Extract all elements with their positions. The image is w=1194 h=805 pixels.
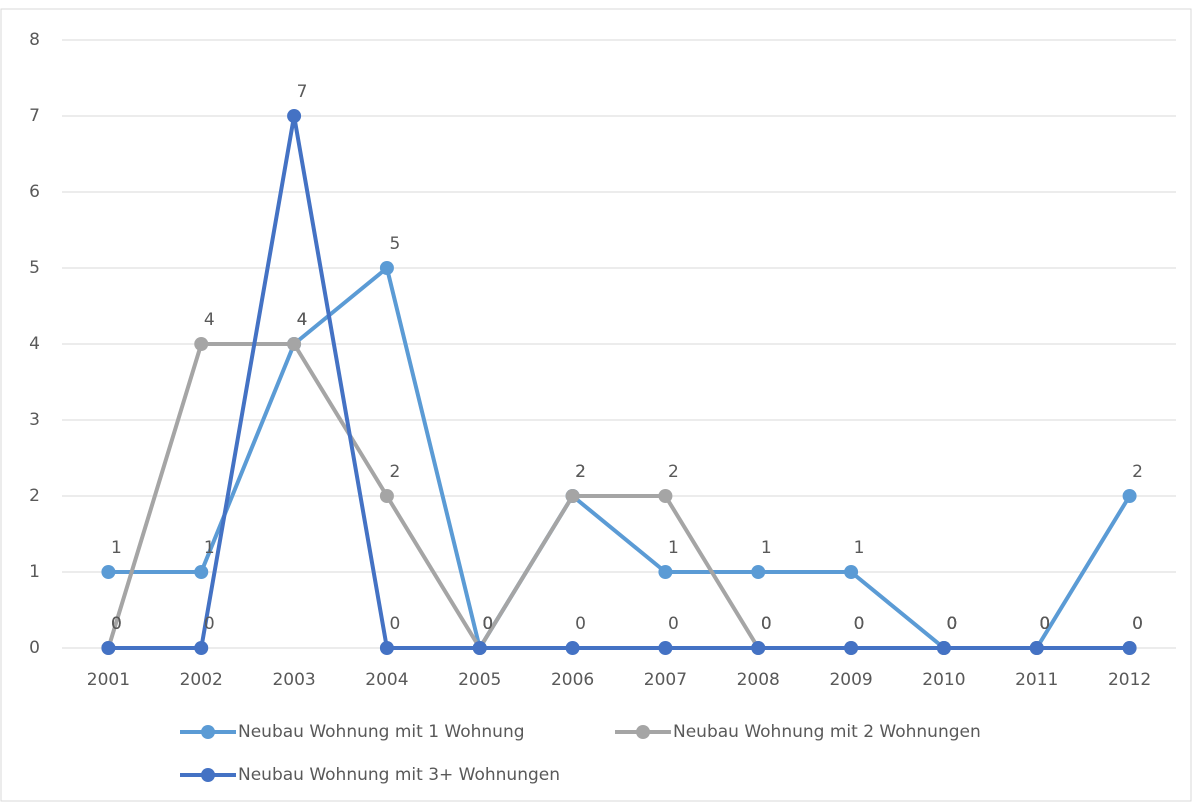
x-tick-label: 2007 bbox=[644, 670, 687, 690]
data-label: 1 bbox=[854, 538, 865, 558]
marker bbox=[658, 641, 673, 655]
data-label: 0 bbox=[668, 614, 679, 634]
data-label: 0 bbox=[204, 614, 215, 634]
marker bbox=[1122, 489, 1137, 503]
marker bbox=[379, 641, 394, 655]
data-label: 0 bbox=[575, 614, 586, 634]
x-tick-label: 2010 bbox=[922, 670, 965, 690]
marker bbox=[658, 565, 673, 579]
data-label: 0 bbox=[947, 614, 958, 634]
legend-label: Neubau Wohnung mit 1 Wohnung bbox=[238, 722, 525, 742]
y-tick-label: 4 bbox=[29, 334, 40, 354]
data-label: 5 bbox=[390, 234, 401, 254]
x-tick-label: 2008 bbox=[737, 670, 780, 690]
marker bbox=[844, 565, 859, 579]
data-label: 0 bbox=[111, 614, 122, 634]
marker bbox=[565, 641, 580, 655]
data-label: 2 bbox=[575, 462, 586, 482]
legend-label: Neubau Wohnung mit 3+ Wohnungen bbox=[238, 765, 560, 785]
marker bbox=[194, 565, 209, 579]
y-tick-label: 1 bbox=[29, 562, 40, 582]
x-tick-label: 2002 bbox=[180, 670, 223, 690]
y-tick-label: 6 bbox=[29, 182, 40, 202]
data-label: 0 bbox=[482, 614, 493, 634]
y-tick-label: 8 bbox=[29, 30, 40, 50]
data-label: 4 bbox=[297, 310, 308, 330]
data-label: 2 bbox=[575, 462, 586, 482]
data-label: 2 bbox=[390, 462, 401, 482]
y-tick-label: 3 bbox=[29, 410, 40, 430]
marker bbox=[751, 565, 766, 579]
x-tick-label: 2009 bbox=[829, 670, 872, 690]
marker bbox=[287, 337, 302, 351]
series-line bbox=[108, 114, 1130, 650]
marker bbox=[751, 641, 766, 655]
data-label: 0 bbox=[761, 614, 772, 634]
data-label: 2 bbox=[668, 462, 679, 482]
data-label: 0 bbox=[390, 614, 401, 634]
data-label: 4 bbox=[297, 310, 308, 330]
data-label: 1 bbox=[111, 538, 122, 558]
marker bbox=[101, 565, 116, 579]
marker bbox=[936, 641, 951, 655]
data-label: 0 bbox=[111, 614, 122, 634]
x-tick-label: 2001 bbox=[87, 670, 130, 690]
legend-marker bbox=[201, 768, 215, 782]
legend-label: Neubau Wohnung mit 2 Wohnungen bbox=[673, 722, 981, 742]
y-tick-label: 5 bbox=[29, 258, 40, 278]
data-label: 4 bbox=[204, 310, 215, 330]
data-label: 0 bbox=[1132, 614, 1143, 634]
marker bbox=[194, 641, 209, 655]
x-tick-label: 2003 bbox=[272, 670, 315, 690]
x-tick-label: 2004 bbox=[365, 670, 408, 690]
x-tick-label: 2011 bbox=[1015, 670, 1058, 690]
x-tick-label: 2006 bbox=[551, 670, 594, 690]
data-label: 0 bbox=[1039, 614, 1050, 634]
data-label: 0 bbox=[947, 614, 958, 634]
data-label: 1 bbox=[761, 538, 772, 558]
marker bbox=[379, 261, 394, 275]
marker bbox=[658, 489, 673, 503]
marker bbox=[565, 489, 580, 503]
marker bbox=[287, 109, 302, 123]
marker bbox=[472, 641, 487, 655]
data-label: 1 bbox=[668, 538, 679, 558]
data-label: 2 bbox=[1132, 462, 1143, 482]
chart-border bbox=[0, 8, 1192, 802]
data-label: 0 bbox=[1132, 614, 1143, 634]
marker bbox=[194, 337, 209, 351]
marker bbox=[844, 641, 859, 655]
y-tick-label: 7 bbox=[29, 106, 40, 126]
marker bbox=[1122, 641, 1137, 655]
legend-marker bbox=[201, 725, 215, 739]
data-label: 0 bbox=[1039, 614, 1050, 634]
legend-marker bbox=[636, 725, 650, 739]
x-tick-label: 2005 bbox=[458, 670, 501, 690]
marker bbox=[1029, 641, 1044, 655]
data-label: 7 bbox=[297, 82, 308, 102]
x-tick-label: 2012 bbox=[1108, 670, 1151, 690]
data-label: 0 bbox=[482, 614, 493, 634]
marker bbox=[379, 489, 394, 503]
marker bbox=[101, 641, 116, 655]
data-label: 0 bbox=[761, 614, 772, 634]
y-tick-label: 2 bbox=[29, 486, 40, 506]
data-label: 0 bbox=[482, 614, 493, 634]
data-label: 0 bbox=[1039, 614, 1050, 634]
data-label: 0 bbox=[854, 614, 865, 634]
data-label: 0 bbox=[947, 614, 958, 634]
y-tick-label: 0 bbox=[29, 638, 40, 658]
data-label: 0 bbox=[854, 614, 865, 634]
data-label: 1 bbox=[204, 538, 215, 558]
